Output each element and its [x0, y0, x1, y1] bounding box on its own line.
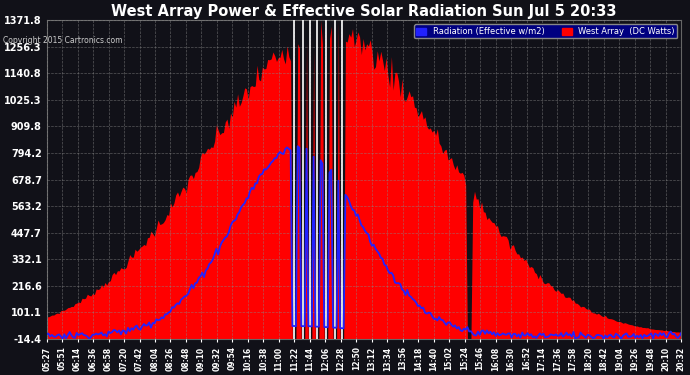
- Legend: Radiation (Effective w/m2), West Array  (DC Watts): Radiation (Effective w/m2), West Array (…: [414, 24, 677, 39]
- Title: West Array Power & Effective Solar Radiation Sun Jul 5 20:33: West Array Power & Effective Solar Radia…: [111, 4, 617, 19]
- Text: Copyright 2015 Cartronics.com: Copyright 2015 Cartronics.com: [3, 36, 123, 45]
